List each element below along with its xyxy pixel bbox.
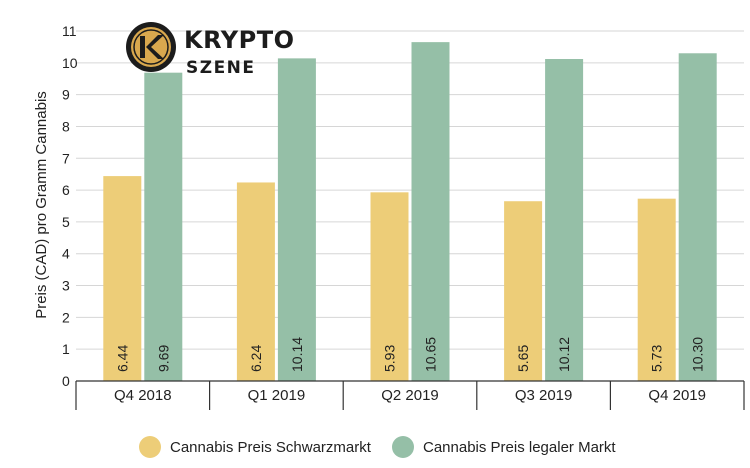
data-label: 10.30 bbox=[690, 337, 706, 372]
legend-swatch-2 bbox=[392, 436, 414, 458]
k-coin-icon bbox=[126, 22, 176, 72]
data-label: 6.44 bbox=[114, 345, 130, 372]
y-tick-label: 4 bbox=[62, 246, 70, 262]
bar-schwarzmarkt-5 bbox=[637, 198, 676, 381]
y-tick-label: 1 bbox=[62, 341, 70, 357]
legend-label-2: Cannabis Preis legaler Markt bbox=[423, 439, 616, 456]
y-tick-label: 0 bbox=[62, 373, 70, 389]
y-tick-label: 8 bbox=[62, 118, 70, 134]
y-tick-label: 5 bbox=[62, 214, 70, 230]
bar-schwarzmarkt-3 bbox=[370, 192, 409, 381]
bar-legal-5 bbox=[678, 53, 717, 381]
bars: 6.44 9.69 6.24 10.14 5.93 10.65 5.65 10.12 5.73 1… bbox=[103, 42, 717, 382]
x-tick-label: Q4 2019 bbox=[648, 387, 706, 404]
data-label: 6.24 bbox=[248, 345, 264, 372]
y-tick-label: 7 bbox=[62, 150, 70, 166]
x-tick-label: Q4 2018 bbox=[114, 387, 172, 404]
x-axis: Q4 2018 Q1 2019 Q2 2019 Q3 2019 Q4 2019 bbox=[75, 380, 745, 410]
data-label: 10.14 bbox=[289, 337, 305, 372]
bar-legal-2 bbox=[277, 58, 316, 381]
y-tick-label: 6 bbox=[62, 182, 70, 198]
brand-name-line1: KRYPTO bbox=[184, 26, 295, 54]
x-tick-label: Q1 2019 bbox=[248, 387, 306, 404]
data-label: 10.65 bbox=[423, 337, 439, 372]
x-tick-label: Q2 2019 bbox=[381, 387, 439, 404]
data-label: 5.93 bbox=[382, 345, 398, 372]
bar-schwarzmarkt-1 bbox=[103, 176, 142, 381]
bar-legal-1 bbox=[144, 72, 183, 381]
y-axis-ticks: 0 1 2 3 4 5 6 7 8 9 10 11 bbox=[62, 23, 78, 389]
bar-schwarzmarkt-2 bbox=[236, 182, 275, 381]
legend-label-1: Cannabis Preis Schwarzmarkt bbox=[170, 439, 372, 456]
y-axis-label: Preis (CAD) pro Gramm Cannabis bbox=[33, 91, 50, 319]
data-label: 5.73 bbox=[649, 345, 665, 372]
bar-legal-4 bbox=[545, 59, 584, 381]
y-tick-label: 3 bbox=[62, 278, 70, 294]
legend-swatch-1 bbox=[139, 436, 161, 458]
data-label: 9.69 bbox=[155, 345, 171, 372]
y-tick-label: 11 bbox=[62, 23, 77, 39]
brand-name-line2: SZENE bbox=[186, 58, 256, 78]
x-tick-label: Q3 2019 bbox=[515, 387, 573, 404]
data-label: 10.12 bbox=[556, 337, 572, 372]
krypto-szene-logo: KRYPTO SZENE bbox=[126, 22, 295, 78]
y-tick-label: 9 bbox=[62, 87, 70, 103]
legend: Cannabis Preis Schwarzmarkt Cannabis Prei… bbox=[139, 436, 616, 458]
data-label: 5.65 bbox=[515, 345, 531, 372]
grid-lines bbox=[76, 30, 744, 350]
bar-legal-3 bbox=[411, 42, 450, 382]
y-tick-label: 2 bbox=[62, 309, 70, 325]
bar-schwarzmarkt-4 bbox=[504, 201, 543, 381]
y-tick-label: 10 bbox=[62, 55, 78, 71]
